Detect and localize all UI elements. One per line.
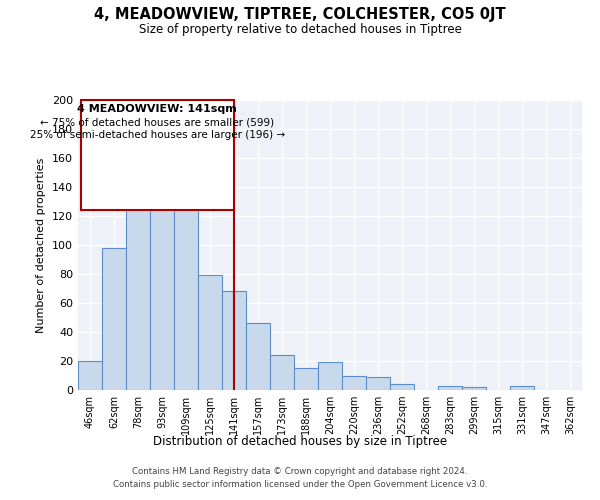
Bar bbox=[390, 384, 414, 390]
Bar bbox=[198, 276, 222, 390]
Text: 4, MEADOWVIEW, TIPTREE, COLCHESTER, CO5 0JT: 4, MEADOWVIEW, TIPTREE, COLCHESTER, CO5 … bbox=[94, 8, 506, 22]
Bar bbox=[342, 376, 366, 390]
Bar bbox=[222, 292, 246, 390]
Bar bbox=[510, 386, 534, 390]
Bar bbox=[102, 248, 126, 390]
Bar bbox=[150, 170, 174, 390]
Bar bbox=[438, 386, 462, 390]
Bar bbox=[246, 324, 270, 390]
Y-axis label: Number of detached properties: Number of detached properties bbox=[37, 158, 46, 332]
Text: ← 75% of detached houses are smaller (599): ← 75% of detached houses are smaller (59… bbox=[40, 118, 274, 128]
Text: Distribution of detached houses by size in Tiptree: Distribution of detached houses by size … bbox=[153, 435, 447, 448]
Text: 4 MEADOWVIEW: 141sqm: 4 MEADOWVIEW: 141sqm bbox=[77, 104, 237, 114]
Text: Contains HM Land Registry data © Crown copyright and database right 2024.: Contains HM Land Registry data © Crown c… bbox=[132, 467, 468, 476]
Bar bbox=[294, 368, 318, 390]
Bar bbox=[174, 209, 198, 390]
Bar bbox=[318, 362, 342, 390]
Bar bbox=[270, 355, 294, 390]
Text: Contains public sector information licensed under the Open Government Licence v3: Contains public sector information licen… bbox=[113, 480, 487, 489]
Text: Size of property relative to detached houses in Tiptree: Size of property relative to detached ho… bbox=[139, 22, 461, 36]
Bar bbox=[78, 361, 102, 390]
Bar bbox=[462, 387, 486, 390]
Bar bbox=[126, 196, 150, 390]
Bar bbox=[366, 377, 390, 390]
Text: 25% of semi-detached houses are larger (196) →: 25% of semi-detached houses are larger (… bbox=[29, 130, 285, 140]
